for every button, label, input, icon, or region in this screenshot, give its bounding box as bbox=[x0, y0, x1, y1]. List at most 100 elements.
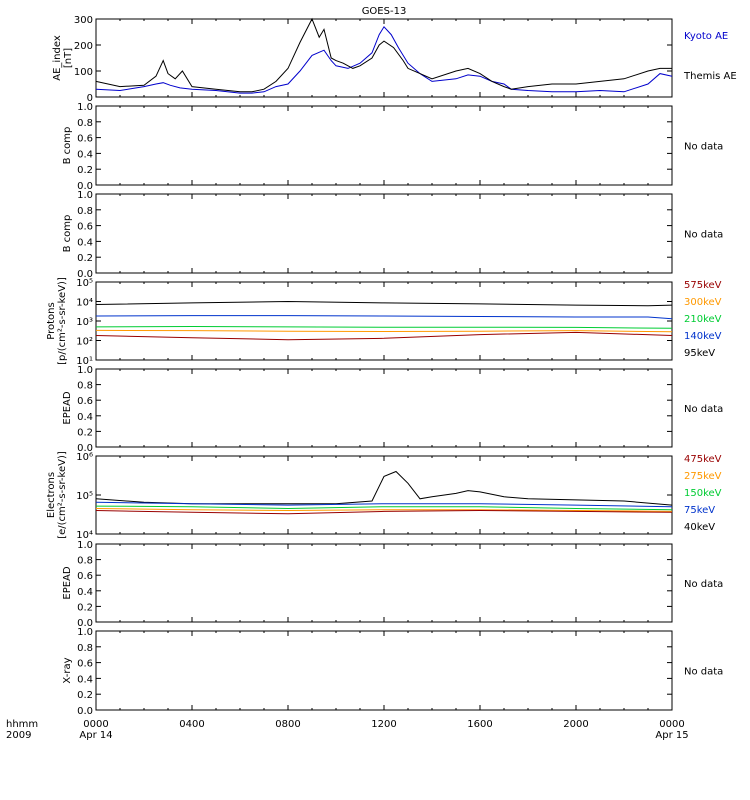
y-tick-label: 10³ bbox=[76, 317, 93, 328]
legend-entry: Kyoto AE bbox=[684, 31, 728, 42]
legend-entry: 75keV bbox=[684, 505, 715, 516]
y-tick-label: 0.4 bbox=[77, 412, 93, 423]
series-line-kyoto-ae bbox=[95, 25, 673, 94]
y-tick-label: 10⁴ bbox=[76, 298, 93, 309]
y-tick-label: 200 bbox=[74, 41, 93, 52]
x-axis-label-hhmm: hhmm bbox=[6, 719, 38, 730]
x-tick-label: 1600 bbox=[467, 719, 492, 730]
x-date-label: Apr 15 bbox=[655, 730, 688, 741]
y-axis-label: EPEAD bbox=[62, 566, 73, 600]
no-data-label: No data bbox=[684, 404, 723, 415]
y-tick-label: 0.8 bbox=[77, 206, 93, 217]
series-line-300kev bbox=[95, 329, 673, 333]
panel-frame bbox=[95, 281, 673, 361]
y-axis-label: X-ray bbox=[62, 657, 73, 683]
no-data-label: No data bbox=[684, 142, 723, 153]
y-tick-label: 0.6 bbox=[77, 571, 93, 582]
panel-7: 0.0 0.2 0.4 0.6 0.8 1.0 EPEAD No data bbox=[62, 540, 723, 629]
series-line-275kev bbox=[95, 508, 673, 512]
panel-frame bbox=[95, 630, 673, 711]
y-tick-label: 1.0 bbox=[77, 627, 93, 638]
series-line-75kev bbox=[95, 501, 673, 508]
x-axis-label-year: 2009 bbox=[6, 730, 31, 741]
y-tick-label: 0.0 bbox=[77, 269, 93, 280]
legend-entry: 40keV bbox=[684, 522, 715, 533]
y-tick-label: 0.6 bbox=[77, 222, 93, 233]
series-line-475kev bbox=[95, 509, 673, 515]
y-axis-label: Electrons bbox=[46, 472, 57, 518]
y-tick-label: 0.2 bbox=[77, 165, 93, 176]
no-data-label: No data bbox=[684, 579, 723, 590]
y-tick-label: 10¹ bbox=[76, 356, 93, 367]
x-tick-label: 0000 bbox=[83, 719, 108, 730]
y-axis-label: B comp bbox=[62, 127, 73, 165]
no-data-label: No data bbox=[684, 230, 723, 241]
y-tick-label: 0.0 bbox=[77, 443, 93, 454]
legend-entry: 210keV bbox=[684, 314, 722, 325]
no-data-label: No data bbox=[684, 667, 723, 678]
legend-entry: 575keV bbox=[684, 280, 722, 291]
panel-1: 0 100 200 300 AE_index [nT] Kyoto AE Themis AE bbox=[52, 15, 737, 104]
y-tick-label: 0.2 bbox=[77, 690, 93, 701]
y-tick-label: 0.8 bbox=[77, 381, 93, 392]
x-tick-label: 0800 bbox=[275, 719, 300, 730]
y-tick-label: 0.0 bbox=[77, 181, 93, 192]
series-line-40kev bbox=[95, 470, 673, 506]
y-tick-label: 10⁴ bbox=[76, 530, 93, 541]
y-tick-label: 1.0 bbox=[77, 190, 93, 201]
y-tick-label: 0.4 bbox=[77, 149, 93, 160]
y-tick-label: 0.0 bbox=[77, 706, 93, 717]
x-tick-label: 0400 bbox=[179, 719, 204, 730]
x-axis: hhmm 2009 0000 0400 0800 1200 1600 2000 0000Ap… bbox=[6, 719, 689, 741]
y-axis-label: [e/(cm²-s-sr-keV)] bbox=[57, 451, 68, 539]
legend-entry: 475keV bbox=[684, 454, 722, 465]
panel-5: 0.0 0.2 0.4 0.6 0.8 1.0 EPEAD No data bbox=[62, 365, 723, 454]
x-tick-label: 2000 bbox=[563, 719, 588, 730]
y-axis-label: EPEAD bbox=[62, 391, 73, 425]
y-axis-label: [nT] bbox=[63, 48, 74, 68]
y-axis-label: [p/(cm²-s-sr-keV)] bbox=[57, 277, 68, 365]
panel-3: 0.0 0.2 0.4 0.6 0.8 1.0 B comp No data bbox=[62, 190, 723, 280]
y-tick-label: 10⁵ bbox=[76, 278, 93, 289]
y-tick-label: 10⁵ bbox=[76, 491, 93, 502]
y-tick-label: 0 bbox=[87, 93, 93, 104]
panel-frame bbox=[95, 18, 673, 98]
x-tick-label: 0000 bbox=[659, 719, 684, 730]
y-axis-label: Protons bbox=[46, 302, 57, 339]
y-tick-label: 1.0 bbox=[77, 540, 93, 551]
legend-entry: 275keV bbox=[684, 471, 722, 482]
panel-frame bbox=[95, 368, 673, 448]
series-line-140kev bbox=[95, 315, 673, 320]
y-tick-label: 10² bbox=[76, 337, 93, 348]
y-axis-label: B comp bbox=[62, 215, 73, 253]
y-tick-label: 0.4 bbox=[77, 674, 93, 685]
y-tick-label: 0.6 bbox=[77, 396, 93, 407]
y-tick-label: 100 bbox=[74, 67, 93, 78]
series-line-210kev bbox=[95, 325, 673, 329]
x-tick-label: 1200 bbox=[371, 719, 396, 730]
y-tick-label: 1.0 bbox=[77, 365, 93, 376]
y-axis-label: AE_index bbox=[52, 35, 63, 81]
panel-frame bbox=[95, 193, 673, 274]
y-tick-label: 0.8 bbox=[77, 643, 93, 654]
chart-title: GOES-13 bbox=[362, 6, 407, 17]
legend-entry: 300keV bbox=[684, 297, 722, 308]
y-tick-label: 10⁶ bbox=[76, 452, 93, 463]
y-tick-label: 0.4 bbox=[77, 587, 93, 598]
y-tick-label: 1.0 bbox=[77, 102, 93, 113]
panel-4: 10¹ 10² 10³ 10⁴ 10⁵ Protons [p/(cm²-s-sr-keV)]… bbox=[46, 277, 722, 367]
panel-frame bbox=[95, 455, 673, 535]
series-line-themis-ae bbox=[95, 17, 672, 93]
legend-entry: Themis AE bbox=[683, 71, 737, 82]
y-tick-label: 0.8 bbox=[77, 556, 93, 567]
y-tick-label: 0.6 bbox=[77, 659, 93, 670]
panel-6: 10⁴ 10⁵ 10⁶ Electrons [e/(cm²-s-sr-keV)] 475k… bbox=[46, 451, 722, 541]
y-tick-label: 0.0 bbox=[77, 618, 93, 629]
panel-2: 0.0 0.2 0.4 0.6 0.8 1.0 B comp No data bbox=[62, 102, 723, 192]
y-tick-label: 300 bbox=[74, 15, 93, 26]
legend-entry: 140keV bbox=[684, 331, 722, 342]
series-line-95kev bbox=[95, 300, 673, 307]
y-tick-label: 0.2 bbox=[77, 602, 93, 613]
